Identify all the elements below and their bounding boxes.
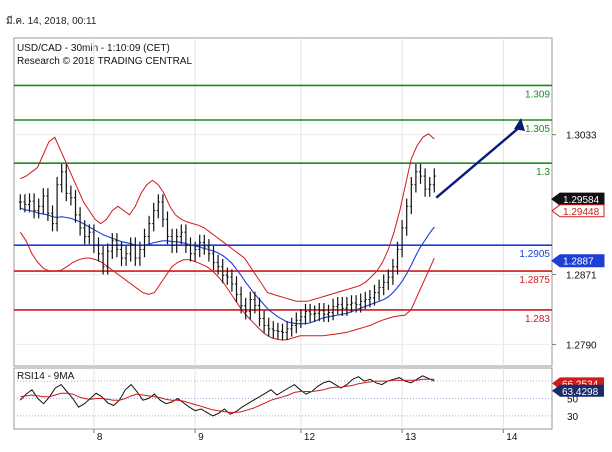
price-tag-box [551,192,605,206]
x-tick-label: 8 [97,432,103,443]
rsi-tags: 66.253463.4298 [552,377,604,398]
timestamp-label: มี.ค. 14, 2018, 00:11 [6,15,97,27]
level-label: 1.283 [525,314,550,325]
projection-arrow-head [514,118,525,131]
price-tag-box [551,204,605,218]
x-tick-label: 13 [405,432,417,443]
price-tag-label: 1.29448 [563,207,600,218]
x-tick-label: 14 [506,432,518,443]
bollinger-bands [19,133,435,341]
projection-arrow-shaft [435,125,522,199]
bollinger-lower-line [19,231,435,341]
price-tag: 1.2887 [551,254,605,268]
price-tag-label: 1.29584 [563,195,600,206]
x-tick-label: 12 [304,432,316,443]
price-tag: 1.29584 [551,192,605,206]
y-tick-label: 1.2871 [566,271,597,282]
price-tag: 1.29448 [551,204,605,218]
rsi-tag-box [552,384,604,397]
rsi-tick-label: 50 [567,395,579,406]
y-tick-label: 1.2790 [566,340,597,351]
main-chart-subtitle: Research © 2018 TRADING CENTRAL [17,56,192,67]
rsi-lines [19,375,435,417]
rsi-panel: RSI14 - 9MA 705030 66.253463.4298 [13,367,604,430]
level-label: 1.2875 [519,275,550,286]
x-axis: 8 9 12 13 14 [93,429,518,443]
rsi-ma-line [20,378,435,413]
x-tick-label: 9 [198,432,204,443]
rsi-tick-label: 30 [567,412,579,423]
rsi-title: RSI14 - 9MA [17,371,75,382]
level-label: 1.2905 [519,249,550,260]
projection-arrow [435,118,525,199]
level-label: 1.309 [525,89,550,100]
rsi-tag: 63.4298 [552,384,604,398]
main-price-panel: USD/CAD - 30min - 1:10:09 (CET) Research… [13,37,605,367]
rsi-tag-label: 63.4298 [562,387,599,398]
y-tick-label: 1.3033 [566,131,597,142]
price-tag-label: 1.2887 [563,257,594,268]
main-panel-frame [13,37,553,367]
price-bars [18,164,436,341]
main-y-axis: 1.3033 1.2871 1.2790 [552,131,597,351]
bollinger-upper-line [20,133,435,302]
price-tag-box [551,254,605,268]
level-label: 1.305 [525,124,550,135]
level-label: 1.3 [536,167,550,178]
